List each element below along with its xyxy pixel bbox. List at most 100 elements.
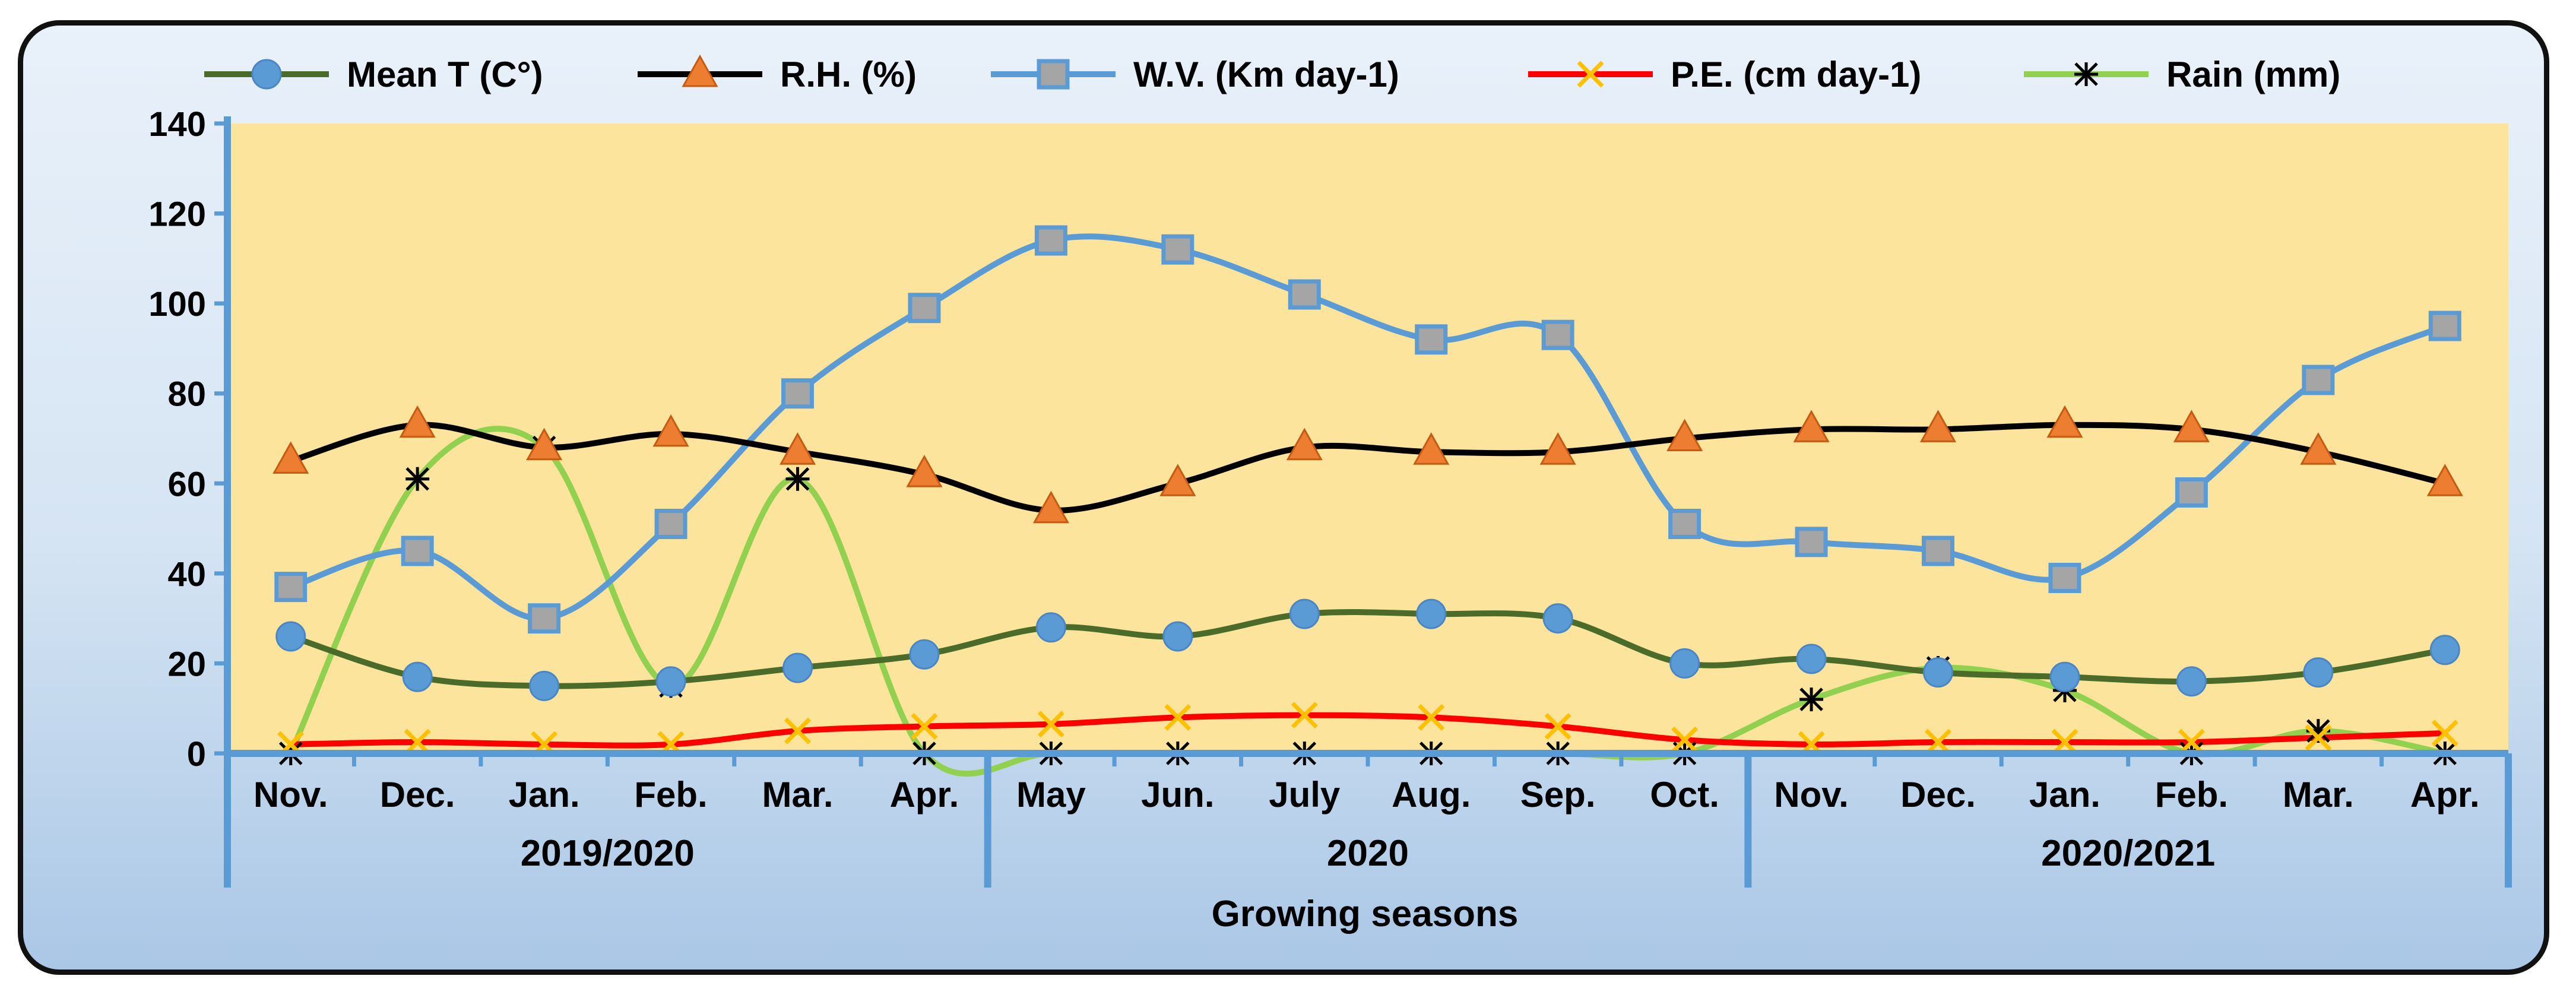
y-tick-label: 140 <box>148 105 206 144</box>
x-category-label: Oct. <box>1650 775 1719 815</box>
data-point <box>405 467 430 491</box>
data-point <box>1032 490 1069 524</box>
data-point <box>1795 527 1828 557</box>
data-point <box>275 621 306 652</box>
legend-label: Mean T (C°) <box>347 55 543 94</box>
x-category-label: Jan. <box>509 775 580 815</box>
legend-item: R.H. (%) <box>638 54 917 94</box>
data-point <box>1164 704 1192 731</box>
x-category-label: Mar. <box>2283 775 2354 815</box>
legend-label: Rain (mm) <box>2166 55 2340 94</box>
marker-stroke <box>2431 720 2458 747</box>
data-point <box>1668 508 1702 539</box>
data-point <box>2048 562 2081 593</box>
x-category-label: Apr. <box>2410 775 2480 815</box>
group-label: 2019/2020 <box>521 833 695 874</box>
legend-item: P.E. (cm day-1) <box>1528 55 1921 94</box>
data-point <box>274 572 308 603</box>
marker-stroke <box>911 713 938 740</box>
legend-marker <box>682 54 718 87</box>
data-point <box>2302 365 2335 395</box>
marker-stroke <box>1291 702 1318 729</box>
x-category-label: Jan. <box>2029 775 2100 815</box>
x-category-label: Mar. <box>762 775 833 815</box>
data-point <box>2431 720 2458 747</box>
data-point <box>1037 711 1064 738</box>
x-category-label: Feb. <box>2155 775 2228 815</box>
data-point <box>1035 612 1066 643</box>
x-axis-title: Growing seasons <box>1212 894 1519 934</box>
data-point <box>2046 405 2083 438</box>
x-category-label: Nov. <box>1774 775 1849 815</box>
data-point <box>655 666 686 697</box>
data-point <box>781 378 814 409</box>
data-point <box>528 603 561 634</box>
y-tick-label: 60 <box>167 465 206 503</box>
data-point <box>2303 657 2334 688</box>
data-point <box>652 414 689 447</box>
y-tick-label: 40 <box>167 555 206 594</box>
legend-label: P.E. (cm day-1) <box>1671 55 1921 94</box>
data-point <box>1539 432 1576 465</box>
data-point <box>1034 225 1067 256</box>
y-axis: 0 20 40 60 80 100 120 140 <box>148 105 231 774</box>
y-tick-label: 20 <box>167 645 206 683</box>
data-point <box>1796 644 1827 674</box>
legend-marker <box>1577 61 1604 88</box>
y-tick-label: 120 <box>148 195 206 234</box>
data-point <box>1161 234 1194 265</box>
data-point <box>1289 598 1320 629</box>
data-point <box>654 508 687 539</box>
group-label: 2020 <box>1327 833 1409 874</box>
data-point <box>911 713 938 740</box>
x-category-label: Apr. <box>890 775 959 815</box>
data-point <box>1159 464 1196 496</box>
data-point <box>1541 319 1574 350</box>
data-point <box>784 717 811 744</box>
marker-stroke <box>1164 704 1192 731</box>
x-category-label: Nov. <box>254 775 328 815</box>
data-point <box>1413 432 1450 465</box>
marker-stroke <box>1671 726 1699 753</box>
data-point <box>2173 410 2210 442</box>
data-point <box>906 455 943 487</box>
marker-stroke <box>1418 704 1445 731</box>
marker-stroke <box>1037 711 1064 738</box>
legend-label: R.H. (%) <box>780 55 917 94</box>
legend-item: Mean T (C°) <box>204 55 543 94</box>
data-point <box>782 652 813 683</box>
data-point <box>2049 661 2080 692</box>
x-category-label: Sep. <box>1520 775 1596 815</box>
data-point <box>2300 432 2337 465</box>
data-point <box>1162 621 1193 652</box>
data-point <box>2305 724 2332 751</box>
data-point <box>1418 704 1445 731</box>
data-point <box>909 639 940 670</box>
marker-stroke <box>784 717 811 744</box>
data-point <box>401 536 434 566</box>
data-point <box>1669 648 1700 679</box>
data-point <box>2176 666 2207 697</box>
data-point <box>2426 464 2463 496</box>
legend-marker <box>2074 62 2098 86</box>
plot-area <box>227 123 2508 753</box>
y-tick-label: 80 <box>167 375 206 414</box>
marker-stroke <box>1577 61 1604 88</box>
data-point <box>1799 687 1824 712</box>
data-point <box>1666 419 1703 451</box>
data-point <box>1286 427 1323 461</box>
y-tick-label: 0 <box>187 735 206 774</box>
group-label: 2020/2021 <box>2041 833 2215 874</box>
data-point <box>779 432 816 465</box>
data-point <box>529 670 560 701</box>
line-chart: 0 20 40 60 80 100 120 140 Nov. Dec. Jan. Feb. Mar. A… <box>148 54 2512 934</box>
x-category-label: Aug. <box>1392 775 1471 815</box>
data-point <box>1544 713 1571 740</box>
x-category-label: May <box>1016 775 1086 815</box>
data-point <box>2428 311 2461 341</box>
data-point <box>1919 410 1957 442</box>
data-point <box>399 405 436 438</box>
series-line <box>290 422 2446 514</box>
legend-marker <box>251 59 282 90</box>
marker-stroke <box>2305 724 2332 751</box>
